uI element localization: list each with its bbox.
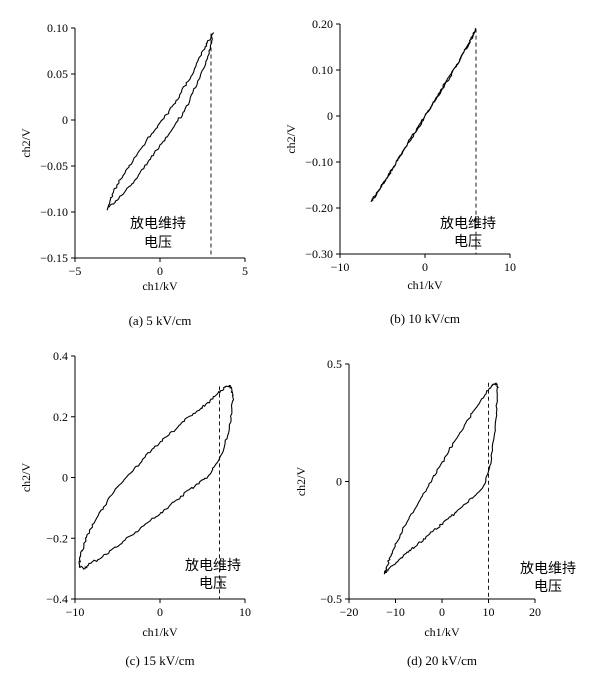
x-tick-label: −10 xyxy=(331,260,350,274)
y-tick-label: −0.05 xyxy=(40,159,68,173)
chart-panel-1: −5 0 5 −0.15 −0.10 −0.05 0 0.05 0.10 ch1/kV ch2/V 放… xyxy=(19,21,248,328)
y-tick-label: 0.05 xyxy=(47,67,68,81)
y-tick-label: −0.10 xyxy=(40,205,68,219)
x-tick-label: 10 xyxy=(483,605,495,619)
y-tick-label: 0.10 xyxy=(312,63,333,77)
data-series-loop xyxy=(383,382,499,575)
y-tick-label: −0.5 xyxy=(320,592,342,606)
y-tick-label: −0.2 xyxy=(46,531,68,545)
y-tick-label: −0.20 xyxy=(305,201,333,215)
y-tick-label: −0.15 xyxy=(40,251,68,265)
y-tick-label: 0 xyxy=(62,471,68,485)
sustain-voltage-annotation: 电压 xyxy=(534,579,562,595)
x-tick-label: −10 xyxy=(66,605,85,619)
panel-caption: (c) 15 kV/cm xyxy=(125,653,194,668)
y-tick-label: −0.30 xyxy=(305,247,333,261)
y-tick-label: 0.10 xyxy=(47,21,68,35)
x-tick-label: 0 xyxy=(439,605,445,619)
panel-caption: (b) 10 kV/cm xyxy=(390,311,460,326)
x-axis-title: ch1/kV xyxy=(424,625,460,639)
panel-caption: (d) 20 kV/cm xyxy=(407,653,477,668)
sustain-voltage-annotation: 放电维持 xyxy=(130,216,186,232)
x-tick-label: −5 xyxy=(69,264,82,278)
data-series-loop xyxy=(106,32,215,211)
y-tick-label: 0.5 xyxy=(327,357,342,371)
y-tick-label: 0 xyxy=(62,113,68,127)
x-tick-label: 0 xyxy=(157,264,163,278)
sustain-voltage-annotation: 电压 xyxy=(199,576,227,592)
x-tick-label: 10 xyxy=(504,260,516,274)
y-tick-label: 0 xyxy=(327,109,333,123)
sustain-voltage-annotation: 放电维持 xyxy=(185,558,241,574)
sustain-voltage-annotation: 放电维持 xyxy=(440,216,496,232)
y-tick-label: 0 xyxy=(336,475,342,489)
x-tick-label: −10 xyxy=(386,605,405,619)
y-axis-title: ch2/V xyxy=(284,124,298,154)
chart-panel-2: −10 0 10 −0.30 −0.20 −0.10 0 0.10 0.20 ch1/kV ch2/… xyxy=(284,17,516,326)
y-tick-label: 0.20 xyxy=(312,17,333,31)
sustain-voltage-annotation: 电压 xyxy=(144,235,172,251)
y-tick-label: −0.10 xyxy=(305,155,333,169)
y-axis-title: ch2/V xyxy=(19,128,33,158)
data-series-loop xyxy=(78,384,235,570)
x-axis-title: ch1/kV xyxy=(142,625,178,639)
x-axis-title: ch1/kV xyxy=(407,278,443,292)
sustain-voltage-annotation: 电压 xyxy=(454,234,482,250)
y-axis-title: ch2/V xyxy=(294,467,308,497)
x-axis-title: ch1/kV xyxy=(142,279,178,293)
panel-caption: (a) 5 kV/cm xyxy=(129,313,192,328)
data-series-loop xyxy=(370,27,477,203)
x-tick-label: 5 xyxy=(242,264,248,278)
y-tick-label: 0.2 xyxy=(53,410,68,424)
x-tick-label: 20 xyxy=(529,605,541,619)
y-axis-title: ch2/V xyxy=(19,463,33,493)
y-tick-label: 0.4 xyxy=(53,349,68,363)
x-tick-label: 0 xyxy=(157,605,163,619)
sustain-voltage-annotation: 放电维持 xyxy=(520,561,576,577)
x-tick-label: 0 xyxy=(422,260,428,274)
x-tick-label: 10 xyxy=(239,605,251,619)
y-tick-label: −0.4 xyxy=(46,592,68,606)
x-tick-label: −20 xyxy=(340,605,359,619)
